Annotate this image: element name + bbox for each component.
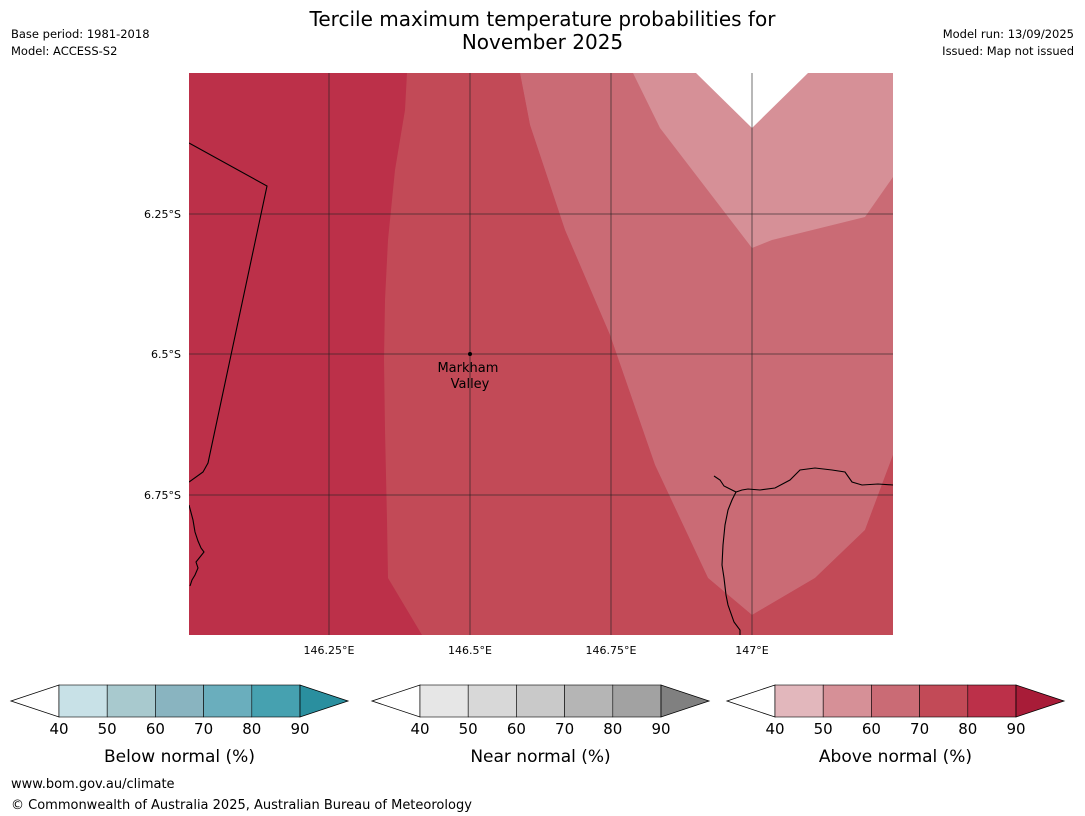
meta-left: Base period: 1981-2018 Model: ACCESS-S2 (11, 26, 150, 60)
colorbar-label: Below normal (%) (104, 747, 255, 767)
colorbar-segment (203, 684, 253, 718)
colorbar-segment (251, 684, 301, 718)
colorbar-tick-label: 60 (146, 720, 165, 738)
map-area (189, 73, 893, 635)
west-coastline (189, 504, 205, 587)
footer: www.bom.gov.au/climate © Commonwealth of… (11, 774, 472, 816)
colorbar-legends: 40 50 60 70 80 90 Below normal (%) 40 50 60 70 80 90… (9, 684, 1066, 767)
colorbar-tick-label: 70 (555, 720, 574, 738)
place-label: Markham Valley (437, 361, 502, 392)
colorbar-tick-label: 80 (603, 720, 622, 738)
colorbar-2: 40 50 60 70 80 90 Near normal (%) (370, 684, 711, 767)
colorbar-segment (871, 684, 920, 718)
colorbar-segment (106, 684, 156, 718)
colorbar-tick-label: 70 (910, 720, 929, 738)
colorbar-tick-label: 80 (958, 720, 977, 738)
colorbar-tick-label: 90 (290, 720, 309, 738)
issued-status: Issued: Map not issued (942, 44, 1074, 58)
colorbar-segment (419, 684, 469, 718)
footer-url: www.bom.gov.au/climate (11, 777, 175, 792)
lon-tick: 147°E (735, 644, 768, 657)
meta-right: Model run: 13/09/2025 Issued: Map not is… (942, 26, 1074, 60)
graticule (189, 73, 893, 635)
colorbar-tick-label: 40 (410, 720, 429, 738)
colorbar-segment (919, 684, 969, 718)
colorbar-segment (155, 684, 204, 718)
lon-ticks: 146.25°E 146.5°E 146.75°E 147°E (304, 644, 769, 657)
lat-ticks: 6.25°S 6.5°S 6.75°S (144, 208, 181, 502)
colorbar-tick-label: 40 (765, 720, 784, 738)
colorbar-under-arrow (725, 684, 776, 718)
lon-tick: 146.75°E (586, 644, 637, 657)
colorbar-under-arrow (9, 684, 60, 718)
colorbar-tick-label: 90 (651, 720, 670, 738)
colorbar-segment (516, 684, 565, 718)
colorbar-segment (822, 684, 872, 718)
colorbar-tick-label: 50 (814, 720, 833, 738)
colorbar-segment (467, 684, 517, 718)
model-run: Model run: 13/09/2025 (942, 27, 1074, 41)
colorbar-tick-label: 50 (459, 720, 478, 738)
lon-tick: 146.25°E (304, 644, 355, 657)
gulf-coastline (713, 467, 893, 493)
colorbar-3: 40 50 60 70 80 90 Above normal (%) (725, 684, 1066, 767)
colorbar-tick-label: 40 (49, 720, 68, 738)
title-line-2: November 2025 (461, 30, 624, 54)
colorbar-under-arrow (370, 684, 421, 718)
colorbar-segment (564, 684, 614, 718)
lat-tick: 6.75°S (144, 489, 181, 502)
zone-above-50-60 (633, 73, 893, 248)
colorbar-tick-label: 70 (194, 720, 213, 738)
colorbar-tick-label: 60 (862, 720, 881, 738)
colorbar-segment (612, 684, 662, 718)
colorbar-tick-label: 90 (1006, 720, 1025, 738)
boundaries (189, 142, 893, 635)
title-line-1: Tercile maximum temperature probabilitie… (309, 7, 776, 31)
map-title: Tercile maximum temperature probabilitie… (0, 8, 1085, 54)
river-line (721, 491, 741, 635)
province-boundary (189, 142, 268, 483)
colorbar-1: 40 50 60 70 80 90 Below normal (%) (9, 684, 350, 767)
colorbar-tick-label: 50 (98, 720, 117, 738)
lat-tick: 6.25°S (144, 208, 181, 221)
base-period: Base period: 1981-2018 (11, 27, 150, 41)
place-marker (468, 352, 472, 356)
lon-tick: 146.5°E (448, 644, 492, 657)
colorbar-over-arrow (660, 684, 711, 718)
colorbar-segment (58, 684, 108, 718)
colorbar-segment (774, 684, 824, 718)
colorbar-segment (967, 684, 1017, 718)
model-name: Model: ACCESS-S2 (11, 44, 118, 58)
colorbar-label: Near normal (%) (470, 747, 610, 767)
lat-tick: 6.5°S (151, 348, 181, 361)
colorbar-tick-label: 80 (242, 720, 261, 738)
colorbar-label: Above normal (%) (819, 747, 972, 767)
footer-copyright: © Commonwealth of Australia 2025, Austra… (11, 798, 472, 813)
colorbar-over-arrow (299, 684, 350, 718)
colorbar-tick-label: 60 (507, 720, 526, 738)
colorbar-over-arrow (1015, 684, 1066, 718)
zone-above-70-80 (384, 73, 893, 635)
